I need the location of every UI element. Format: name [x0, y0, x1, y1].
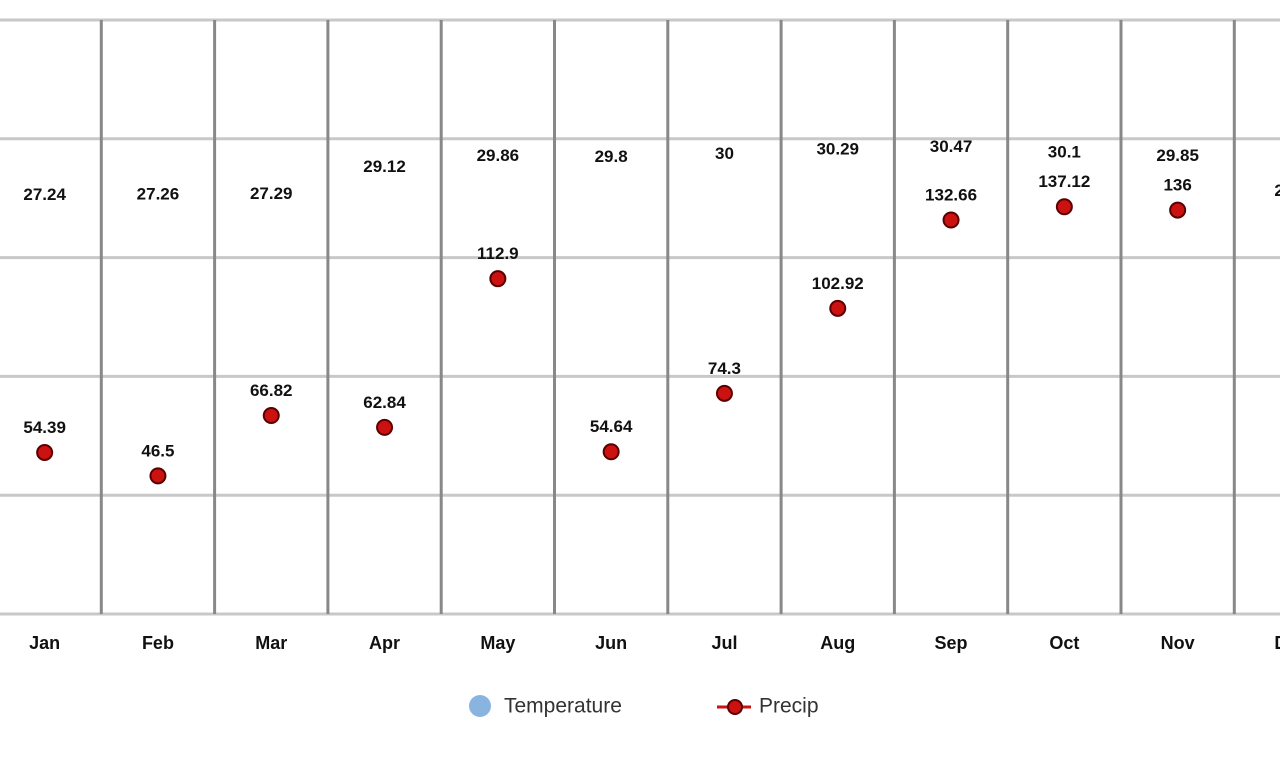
- precip-point: [602, 443, 620, 461]
- data-label: 27.5: [1274, 181, 1280, 200]
- data-label: 30.29: [816, 140, 859, 159]
- precip-point: [715, 384, 733, 402]
- precip-point: [942, 211, 960, 229]
- data-label: 29.8: [595, 147, 628, 166]
- data-label: 74.3: [708, 359, 741, 378]
- x-tick-label: Feb: [142, 633, 174, 653]
- x-tick-label: Jun: [595, 633, 627, 653]
- precip-point: [1169, 201, 1187, 219]
- data-label: 102.92: [812, 274, 864, 293]
- x-tick-label: Aug: [820, 633, 855, 653]
- precip-point: [1055, 198, 1073, 216]
- precip-point: [376, 418, 394, 436]
- x-tick-label: Sep: [935, 633, 968, 653]
- data-label: 29.12: [363, 157, 406, 176]
- data-label: 30.47: [930, 137, 973, 156]
- data-label: 112.9: [477, 244, 519, 263]
- precip-point: [149, 467, 167, 485]
- data-label: 46.5: [141, 441, 174, 460]
- x-tick-label: Dec: [1274, 633, 1280, 653]
- data-label: 30.1: [1048, 142, 1081, 161]
- data-label: 29.86: [477, 146, 520, 165]
- legend-marker: [727, 699, 743, 715]
- x-tick-label: Jul: [711, 633, 737, 653]
- data-label: 54.64: [590, 417, 633, 436]
- precip-point: [829, 299, 847, 317]
- legend-label: Precip: [759, 695, 819, 718]
- data-label: 27.24: [23, 185, 66, 204]
- x-tick-label: Mar: [255, 633, 287, 653]
- data-label: 27.29: [250, 184, 293, 203]
- precip-point: [36, 443, 54, 461]
- data-label: 66.82: [250, 381, 293, 400]
- data-label: 54.39: [23, 418, 66, 437]
- precip-point: [489, 270, 507, 288]
- legend-label: Temperature: [504, 695, 622, 718]
- x-tick-label: Jan: [29, 633, 60, 653]
- legend-marker: [469, 695, 491, 717]
- data-label: 132.66: [925, 185, 977, 204]
- data-label: 27.26: [137, 185, 180, 204]
- data-label: 137.12: [1038, 172, 1090, 191]
- x-tick-label: May: [480, 633, 515, 653]
- x-tick-label: Apr: [369, 633, 400, 653]
- data-label: 30: [715, 144, 734, 163]
- x-tick-label: Oct: [1049, 633, 1079, 653]
- data-label: 136: [1163, 176, 1191, 195]
- data-label: 29.85: [1156, 146, 1199, 165]
- data-label: 62.84: [363, 393, 406, 412]
- x-tick-label: Nov: [1161, 633, 1195, 653]
- precip-point: [262, 407, 280, 425]
